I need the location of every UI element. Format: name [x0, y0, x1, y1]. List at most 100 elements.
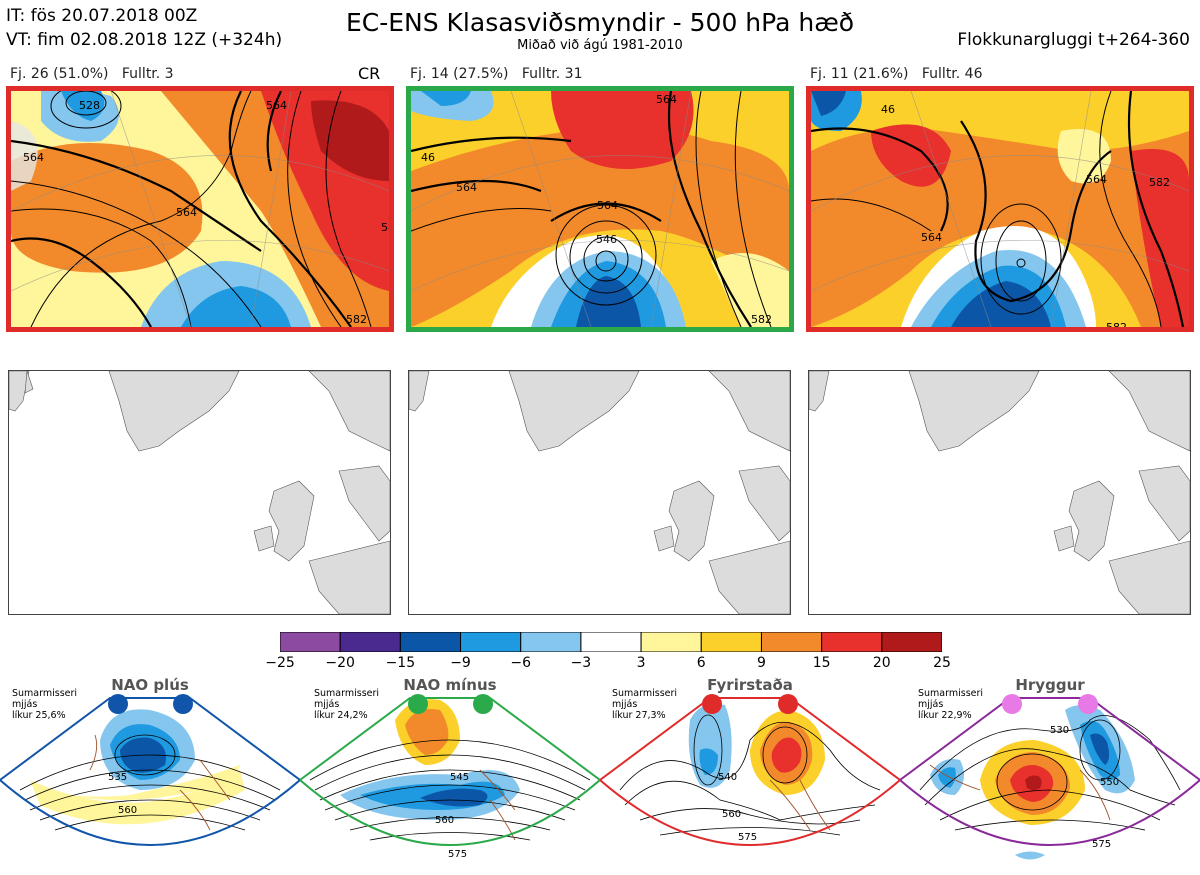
cluster-1-contour-label: 564 [23, 151, 44, 164]
regime-4-contour-label: 575 [1092, 839, 1111, 850]
cluster-1-contour-label: 582 [346, 313, 367, 326]
colorbar-tick-labels: −25 −20 −15 −9 −6 −3 3 6 9 15 20 25 [265, 655, 951, 675]
cluster-3-label: Fj. 11 (21.6%) Fulltr. 46 [810, 66, 983, 82]
cluster-2-contour-label: 582 [751, 313, 772, 326]
cluster-2-contour-label: 564 [656, 93, 677, 106]
regime-3-contour-label: 575 [738, 832, 757, 843]
cluster-3-count: Fj. 11 (21.6%) [810, 66, 909, 82]
cluster-1-contour-label: 528 [79, 99, 100, 112]
representative-map-2 [408, 370, 791, 615]
regime-2-contour-label: 575 [448, 849, 467, 860]
regime-1-period: mjjás [12, 699, 38, 710]
colorbar-tick-label: −25 [265, 655, 295, 671]
regime-1-contour-label: 535 [108, 772, 127, 783]
colorbar-tick-label: 9 [756, 655, 766, 671]
cluster-1-contour-label: 582 [381, 221, 389, 234]
cluster-3-contour-label: 582 [1106, 321, 1127, 327]
colorbar [279, 631, 943, 653]
cluster-2-contour-label: 564 [597, 199, 618, 212]
cluster-1-contour-label: 564 [176, 206, 197, 219]
colorbar-swatch [279, 631, 341, 653]
cluster-3-contour-label: 564 [921, 231, 942, 244]
representative-map-3 [808, 370, 1191, 615]
colorbar-tick-label: −20 [325, 655, 355, 671]
regime-3-info: Sumarmisseri mjjás líkur 27,3% [612, 688, 677, 721]
colorbar-swatch [640, 631, 702, 653]
cluster-2-rep: Fulltr. 31 [521, 66, 583, 82]
cluster-1-label: Fj. 26 (51.0%) Fulltr. 3 [10, 66, 174, 82]
regime-2-contour-label: 560 [435, 815, 454, 826]
colorbar-swatch [881, 631, 943, 653]
valid-time: VT: fim 02.08.2018 12Z (+324h) [6, 30, 283, 50]
colorbar-tick-label: 3 [636, 655, 646, 671]
page-title: EC-ENS Klasasviðsmyndir - 500 hPa hæð [345, 8, 855, 37]
regime-4-period: mjjás [918, 699, 944, 710]
cluster-3-map: 46 564 564 582 582 [806, 86, 1194, 332]
regime-3-period: mjjás [612, 699, 638, 710]
regime-4-contour-label: 530 [1050, 725, 1069, 736]
regime-4-prob: líkur 22,9% [918, 710, 972, 721]
regime-4-title: Hryggur [1015, 676, 1085, 694]
regime-2-period: mjjás [314, 699, 340, 710]
regime-1-season: Sumarmisseri [12, 688, 78, 699]
regime-blocking: 540 560 575 [598, 680, 902, 871]
colorbar-swatch [821, 631, 883, 653]
regime-3-prob: líkur 27,3% [612, 710, 666, 721]
regime-ridge: 530 550 575 [898, 680, 1200, 871]
cluster-1-count: Fj. 26 (51.0%) [10, 66, 109, 82]
colorbar-swatch [460, 631, 522, 653]
cluster-1-map: 528 564 564 564 582 582 [6, 86, 394, 332]
colorbar-swatch [700, 631, 762, 653]
cluster-3-contour-label: 564 [1086, 173, 1107, 186]
colorbar-tick-label: −3 [570, 655, 592, 671]
init-time: IT: fös 20.07.2018 00Z [6, 6, 198, 26]
regime-4-contour-label: 550 [1100, 777, 1119, 788]
cluster-3-contour-label: 582 [1149, 176, 1170, 189]
regime-1-title: NAO plús [111, 676, 189, 694]
colorbar-tick-label: 15 [812, 655, 831, 671]
colorbar-tick-label: −9 [450, 655, 471, 671]
cluster-1-contour-label: 564 [266, 99, 287, 112]
regime-3-season: Sumarmisseri [612, 688, 678, 699]
colorbar-tick-label: 6 [696, 655, 706, 671]
representative-map-1 [8, 370, 391, 615]
colorbar-swatch [399, 631, 462, 653]
regime-3-contour-label: 540 [718, 772, 737, 783]
cluster-3-rep: Fulltr. 46 [921, 66, 983, 82]
regime-2-title: NAO mínus [403, 676, 497, 694]
page-subtitle: Miðað við ágú 1981-2010 [517, 38, 683, 53]
cluster-2-map: 46 564 564 546 564 582 [406, 86, 794, 332]
colorbar-tick-label: −15 [385, 655, 416, 671]
regime-1-prob: líkur 25,6% [12, 710, 66, 721]
cluster-1-rep: Fulltr. 3 [121, 66, 174, 82]
cluster-1-tag: CR [358, 64, 381, 83]
colorbar-swatch [580, 631, 642, 653]
regime-2-info: Sumarmisseri mjjás líkur 24,2% [314, 688, 379, 721]
cluster-2-label: Fj. 14 (27.5%) Fulltr. 31 [410, 66, 583, 82]
cluster-3-contour-label: 46 [881, 103, 895, 116]
cluster-2-contour-label: 564 [456, 181, 477, 194]
regime-1-contour-label: 560 [118, 805, 137, 816]
regime-2-season: Sumarmisseri [314, 688, 380, 699]
colorbar-swatches [279, 631, 943, 653]
cluster-2-contour-label: 46 [421, 151, 435, 164]
cluster-2-count: Fj. 14 (27.5%) [410, 66, 509, 82]
regime-nao-plus: 535 560 [0, 680, 302, 871]
regime-nao-minus: 545 560 575 [298, 680, 602, 871]
regime-1-info: Sumarmisseri mjjás líkur 25,6% [12, 688, 77, 721]
cluster-2-contour-label: 546 [596, 233, 617, 246]
clustering-window: Flokkunargluggi t+264-360 [957, 30, 1190, 50]
colorbar-tick-label: 20 [872, 655, 891, 671]
colorbar-swatch [339, 631, 401, 653]
regime-4-info: Sumarmisseri mjjás líkur 22,9% [918, 688, 983, 721]
colorbar-tick-label: 25 [933, 655, 951, 671]
run-info: IT: fös 20.07.2018 00Z VT: fim 02.08.201… [6, 4, 282, 52]
regime-4-season: Sumarmisseri [918, 688, 984, 699]
regime-2-contour-label: 545 [450, 772, 469, 783]
regime-3-title: Fyrirstaða [707, 676, 793, 694]
colorbar-swatch [760, 631, 823, 653]
colorbar-swatch [520, 631, 582, 653]
regime-2-prob: líkur 24,2% [314, 710, 368, 721]
colorbar-tick-label: −6 [510, 655, 532, 671]
regime-3-contour-label: 560 [722, 809, 741, 820]
